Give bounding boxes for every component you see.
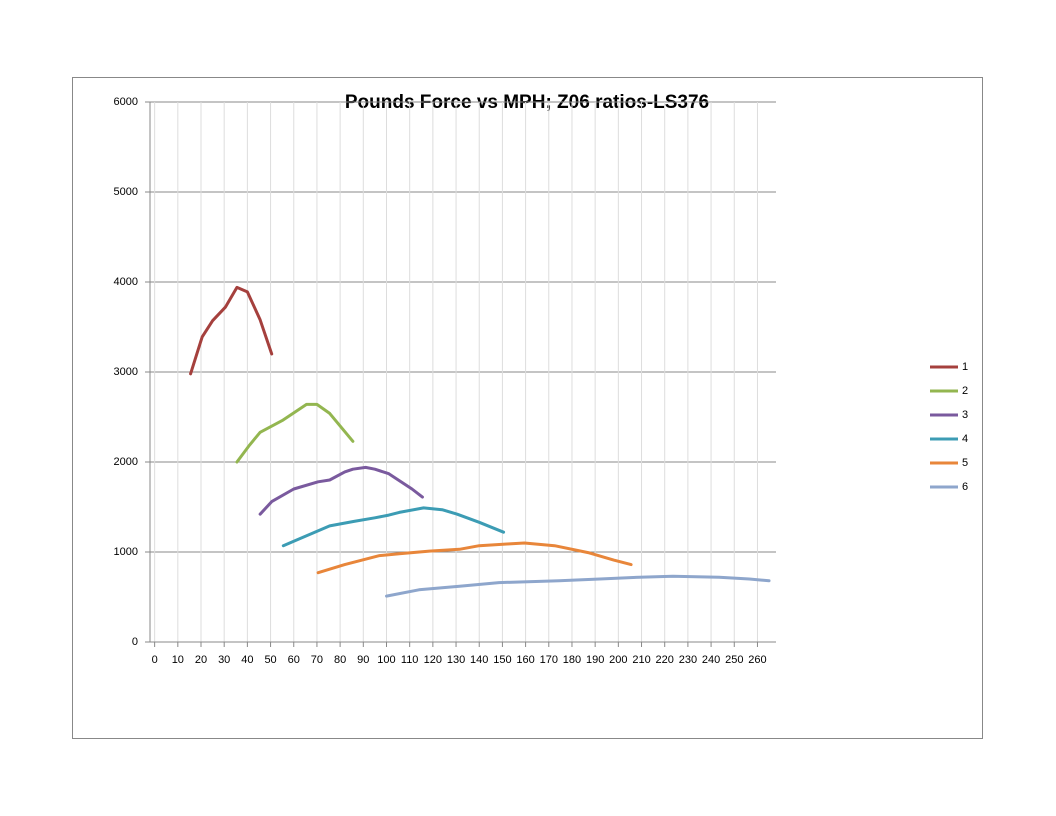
x-tick-label: 260	[748, 654, 766, 666]
series-line	[316, 541, 633, 575]
x-tick-label: 180	[563, 654, 581, 666]
x-tick-label: 120	[424, 654, 442, 666]
x-tick-label: 50	[264, 654, 276, 666]
x-tick-label: 80	[334, 654, 346, 666]
legend-label: 2	[962, 385, 968, 397]
y-tick-label: 1000	[114, 546, 138, 558]
x-tick-label: 140	[470, 654, 488, 666]
chart-title: Pounds Force vs MPH; Z06 ratios-LS376	[345, 92, 709, 113]
x-tick-label: 90	[357, 654, 369, 666]
y-tick-label: 2000	[114, 456, 138, 468]
plot-area: 0 1000 2000 3000 4000 5000 6000 0 10 20 30 40 50 60 70…	[114, 96, 969, 666]
legend-label: 3	[962, 409, 968, 421]
x-tick-label: 0	[152, 654, 158, 666]
x-tick-label: 20	[195, 654, 207, 666]
legend-label: 4	[962, 433, 968, 445]
x-tick-label: 110	[401, 654, 419, 666]
x-tick-label: 200	[609, 654, 627, 666]
x-tick-label: 210	[632, 654, 650, 666]
x-tick-label: 160	[516, 654, 534, 666]
series-line	[258, 465, 424, 516]
series-line	[281, 506, 506, 548]
x-tick-label: 220	[656, 654, 674, 666]
y-tick-label: 6000	[114, 96, 138, 108]
y-tick-label: 5000	[114, 186, 138, 198]
y-tick-label: 0	[132, 636, 138, 648]
x-tick-label: 130	[447, 654, 465, 666]
x-tick-label: 70	[311, 654, 323, 666]
x-tick-label: 250	[725, 654, 743, 666]
x-tick-label: 190	[586, 654, 604, 666]
legend-label: 6	[962, 481, 968, 493]
x-tick-label: 10	[172, 654, 184, 666]
y-tick-label: 3000	[114, 366, 138, 378]
series-line	[384, 574, 771, 598]
x-tick-label: 150	[493, 654, 511, 666]
x-tick-label: 60	[288, 654, 300, 666]
chart-border	[72, 77, 983, 739]
x-tick-label: 40	[241, 654, 253, 666]
series-line	[235, 402, 355, 464]
x-tick-label: 100	[377, 654, 395, 666]
x-tick-label: 240	[702, 654, 720, 666]
legend-label: 5	[962, 457, 968, 469]
x-tick-label: 230	[679, 654, 697, 666]
y-tick-label: 4000	[114, 276, 138, 288]
legend-label: 1	[962, 361, 968, 373]
x-tick-label: 170	[540, 654, 558, 666]
x-tick-label: 30	[218, 654, 230, 666]
series-line	[189, 285, 274, 376]
